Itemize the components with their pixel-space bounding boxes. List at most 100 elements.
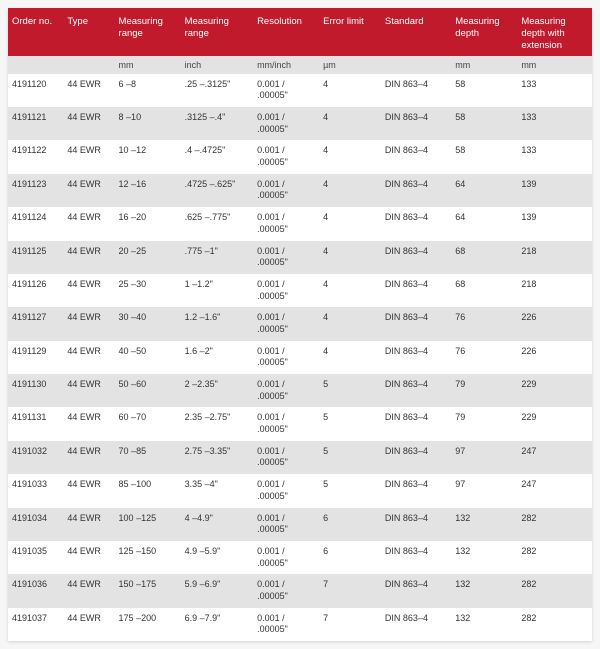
cell: DIN 863–4 [381, 341, 451, 374]
table-row: 419112044 EWR6 –8.25 –.3125"0.001 / .000… [8, 74, 592, 107]
cell: 132 [451, 608, 517, 641]
cell: 20 –25 [115, 241, 181, 274]
table-row: 419103444 EWR100 –1254 –4.9"0.001 / .000… [8, 508, 592, 541]
cell: 10 –12 [115, 140, 181, 173]
cell: 150 –175 [115, 574, 181, 607]
cell: 133 [517, 74, 592, 107]
cell: 4191120 [8, 74, 63, 107]
cell: 79 [451, 374, 517, 407]
cell: 7 [319, 574, 381, 607]
cell: .4 –.4725" [181, 140, 253, 173]
cell: 6 –8 [115, 74, 181, 107]
cell: DIN 863–4 [381, 608, 451, 641]
cell: 0.001 / .00005" [253, 441, 319, 474]
cell: 44 EWR [63, 341, 114, 374]
cell: 4 [319, 107, 381, 140]
table-row: 419112644 EWR25 –301 –1.2"0.001 / .00005… [8, 274, 592, 307]
cell: 5 [319, 474, 381, 507]
cell: 44 EWR [63, 274, 114, 307]
cell: 44 EWR [63, 307, 114, 340]
cell: 58 [451, 140, 517, 173]
cell: 4 [319, 307, 381, 340]
cell: 0.001 / .00005" [253, 541, 319, 574]
cell: 4 [319, 140, 381, 173]
cell: 4 [319, 74, 381, 107]
cell: 58 [451, 107, 517, 140]
table-header: Order no.TypeMeasuring rangeMeasuring ra… [8, 8, 592, 74]
cell: 2.35 –2.75" [181, 407, 253, 440]
units-row: mminchmm/inchµmmmmm [8, 56, 592, 74]
col-header: Standard [381, 8, 451, 56]
cell: 4 –4.9" [181, 508, 253, 541]
spec-table: Order no.TypeMeasuring rangeMeasuring ra… [8, 8, 592, 641]
table-row: 419112544 EWR20 –25.775 –1"0.001 / .0000… [8, 241, 592, 274]
cell: 64 [451, 207, 517, 240]
cell: 0.001 / .00005" [253, 608, 319, 641]
col-unit: mm [517, 56, 592, 74]
cell: 4191033 [8, 474, 63, 507]
cell: 4.9 –5.9" [181, 541, 253, 574]
table-row: 419103344 EWR85 –1003.35 –4"0.001 / .000… [8, 474, 592, 507]
cell: .25 –.3125" [181, 74, 253, 107]
cell: 132 [451, 541, 517, 574]
cell: 125 –150 [115, 541, 181, 574]
cell: 12 –16 [115, 174, 181, 207]
cell: 100 –125 [115, 508, 181, 541]
col-unit: µm [319, 56, 381, 74]
cell: 0.001 / .00005" [253, 140, 319, 173]
cell: .625 –.775" [181, 207, 253, 240]
table-row: 419113144 EWR60 –702.35 –2.75"0.001 / .0… [8, 407, 592, 440]
cell: 282 [517, 541, 592, 574]
cell: DIN 863–4 [381, 508, 451, 541]
cell: 8 –10 [115, 107, 181, 140]
col-unit [63, 56, 114, 74]
cell: 16 –20 [115, 207, 181, 240]
cell: 218 [517, 241, 592, 274]
cell: 2 –2.35" [181, 374, 253, 407]
cell: 5 [319, 407, 381, 440]
col-unit: mm [115, 56, 181, 74]
cell: 0.001 / .00005" [253, 341, 319, 374]
cell: 0.001 / .00005" [253, 508, 319, 541]
cell: 5.9 –6.9" [181, 574, 253, 607]
col-unit [381, 56, 451, 74]
col-unit [8, 56, 63, 74]
cell: DIN 863–4 [381, 74, 451, 107]
cell: 79 [451, 407, 517, 440]
cell: 226 [517, 341, 592, 374]
cell: 76 [451, 307, 517, 340]
col-header: Measuring range [181, 8, 253, 56]
cell: 4191130 [8, 374, 63, 407]
cell: 44 EWR [63, 541, 114, 574]
col-header: Resolution [253, 8, 319, 56]
col-header: Order no. [8, 8, 63, 56]
cell: .775 –1" [181, 241, 253, 274]
cell: 133 [517, 107, 592, 140]
cell: 0.001 / .00005" [253, 474, 319, 507]
col-unit: inch [181, 56, 253, 74]
cell: 60 –70 [115, 407, 181, 440]
cell: 4191036 [8, 574, 63, 607]
table-row: 419103744 EWR175 –2006.9 –7.9"0.001 / .0… [8, 608, 592, 641]
cell: 4191034 [8, 508, 63, 541]
col-header: Type [63, 8, 114, 56]
cell: .4725 –.625" [181, 174, 253, 207]
cell: 218 [517, 274, 592, 307]
table-row: 419112944 EWR40 –501.6 –2"0.001 / .00005… [8, 341, 592, 374]
cell: DIN 863–4 [381, 541, 451, 574]
cell: 58 [451, 74, 517, 107]
cell: 247 [517, 474, 592, 507]
cell: 44 EWR [63, 608, 114, 641]
cell: 97 [451, 474, 517, 507]
cell: 64 [451, 174, 517, 207]
cell: 1 –1.2" [181, 274, 253, 307]
cell: 44 EWR [63, 74, 114, 107]
cell: DIN 863–4 [381, 307, 451, 340]
cell: DIN 863–4 [381, 474, 451, 507]
cell: 0.001 / .00005" [253, 74, 319, 107]
cell: 4191035 [8, 541, 63, 574]
col-unit: mm [451, 56, 517, 74]
cell: 4191032 [8, 441, 63, 474]
cell: 44 EWR [63, 140, 114, 173]
cell: 133 [517, 140, 592, 173]
